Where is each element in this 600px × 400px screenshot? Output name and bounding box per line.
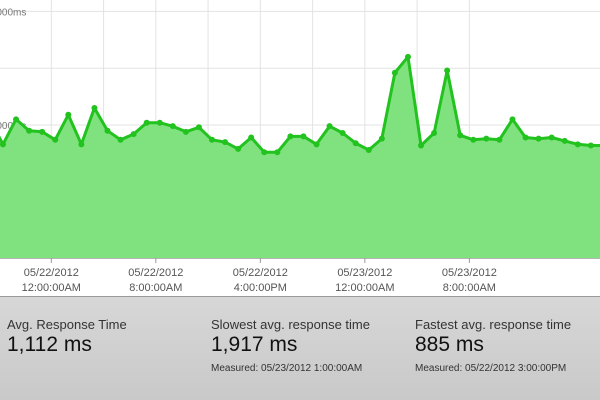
- x-tick-label-date: 05/23/2012: [337, 267, 392, 279]
- series-point: [78, 141, 85, 148]
- series-point: [509, 116, 516, 123]
- avg-response-label: Avg. Response Time: [7, 317, 127, 332]
- series-point: [444, 67, 451, 74]
- series-point: [431, 129, 438, 136]
- series-point: [235, 145, 242, 152]
- x-tick-label-time: 12:00:00AM: [335, 282, 394, 294]
- series-point: [535, 135, 542, 142]
- series-point: [261, 149, 268, 156]
- series-point: [274, 149, 281, 156]
- series-point: [457, 132, 464, 139]
- series-point: [91, 104, 98, 111]
- series-point: [248, 134, 255, 141]
- x-tick-label-time: 4:00:00PM: [234, 282, 287, 294]
- response-time-chart-svg: 2 000ms1 000ms0ms05/22/201212:00:00AM05/…: [0, 0, 600, 294]
- series-point: [156, 119, 163, 126]
- series-point: [65, 111, 72, 118]
- series-point: [391, 69, 398, 76]
- series-point: [130, 131, 137, 138]
- slowest-measured-time: Measured: 05/23/2012 1:00:00AM: [211, 363, 363, 374]
- series-point: [574, 141, 581, 148]
- series-point: [483, 135, 490, 142]
- x-tick-label-time: 8:00:00AM: [443, 282, 496, 294]
- series-point: [313, 141, 320, 148]
- series-point: [39, 128, 46, 135]
- series-point: [496, 136, 503, 143]
- series-point: [522, 134, 529, 141]
- fastest-measured-time: Measured: 05/22/2012 3:00:00PM: [415, 363, 567, 374]
- series-point: [182, 128, 189, 135]
- slowest-response-value: 1,917 ms: [211, 333, 298, 356]
- series-point: [378, 135, 385, 142]
- series-point: [352, 140, 359, 147]
- series-point: [548, 134, 555, 141]
- series-point: [300, 133, 307, 140]
- slowest-response-label: Slowest avg. response time: [211, 317, 370, 332]
- series-point: [209, 136, 216, 143]
- x-tick-label-date: 05/22/2012: [24, 267, 79, 279]
- series-area: [0, 56, 600, 258]
- fastest-response-value: 885 ms: [415, 333, 484, 356]
- series-point: [326, 123, 333, 130]
- series-point: [561, 137, 568, 144]
- stats-bar: Avg. Response Time 1,112 ms Slowest avg.…: [0, 296, 600, 400]
- series-point: [222, 139, 229, 146]
- x-tick-label-date: 05/22/2012: [233, 267, 288, 279]
- x-tick-label-time: 12:00:00AM: [22, 282, 81, 294]
- response-time-chart: 2 000ms1 000ms0ms05/22/201212:00:00AM05/…: [0, 0, 600, 296]
- series-point: [339, 129, 346, 136]
- series-point: [104, 127, 111, 134]
- series-point: [470, 136, 477, 143]
- x-tick-label-time: 8:00:00AM: [129, 282, 182, 294]
- avg-response-value: 1,112 ms: [7, 333, 92, 356]
- fastest-response-label: Fastest avg. response time: [415, 317, 572, 332]
- series-point: [0, 141, 6, 148]
- series-point: [169, 123, 176, 130]
- series-point: [287, 133, 294, 140]
- series-point: [418, 142, 425, 149]
- series-point: [13, 116, 20, 123]
- series-point: [143, 119, 150, 126]
- x-tick-label-date: 05/22/2012: [128, 267, 183, 279]
- series-point: [26, 127, 33, 134]
- y-tick-label: 2 000ms: [0, 7, 26, 18]
- series-point: [404, 53, 411, 60]
- x-tick-label-date: 05/23/2012: [442, 267, 497, 279]
- series-point: [195, 124, 202, 131]
- series-point: [52, 136, 59, 143]
- series-point: [587, 142, 594, 149]
- series-point: [365, 147, 372, 154]
- series-point: [117, 136, 124, 143]
